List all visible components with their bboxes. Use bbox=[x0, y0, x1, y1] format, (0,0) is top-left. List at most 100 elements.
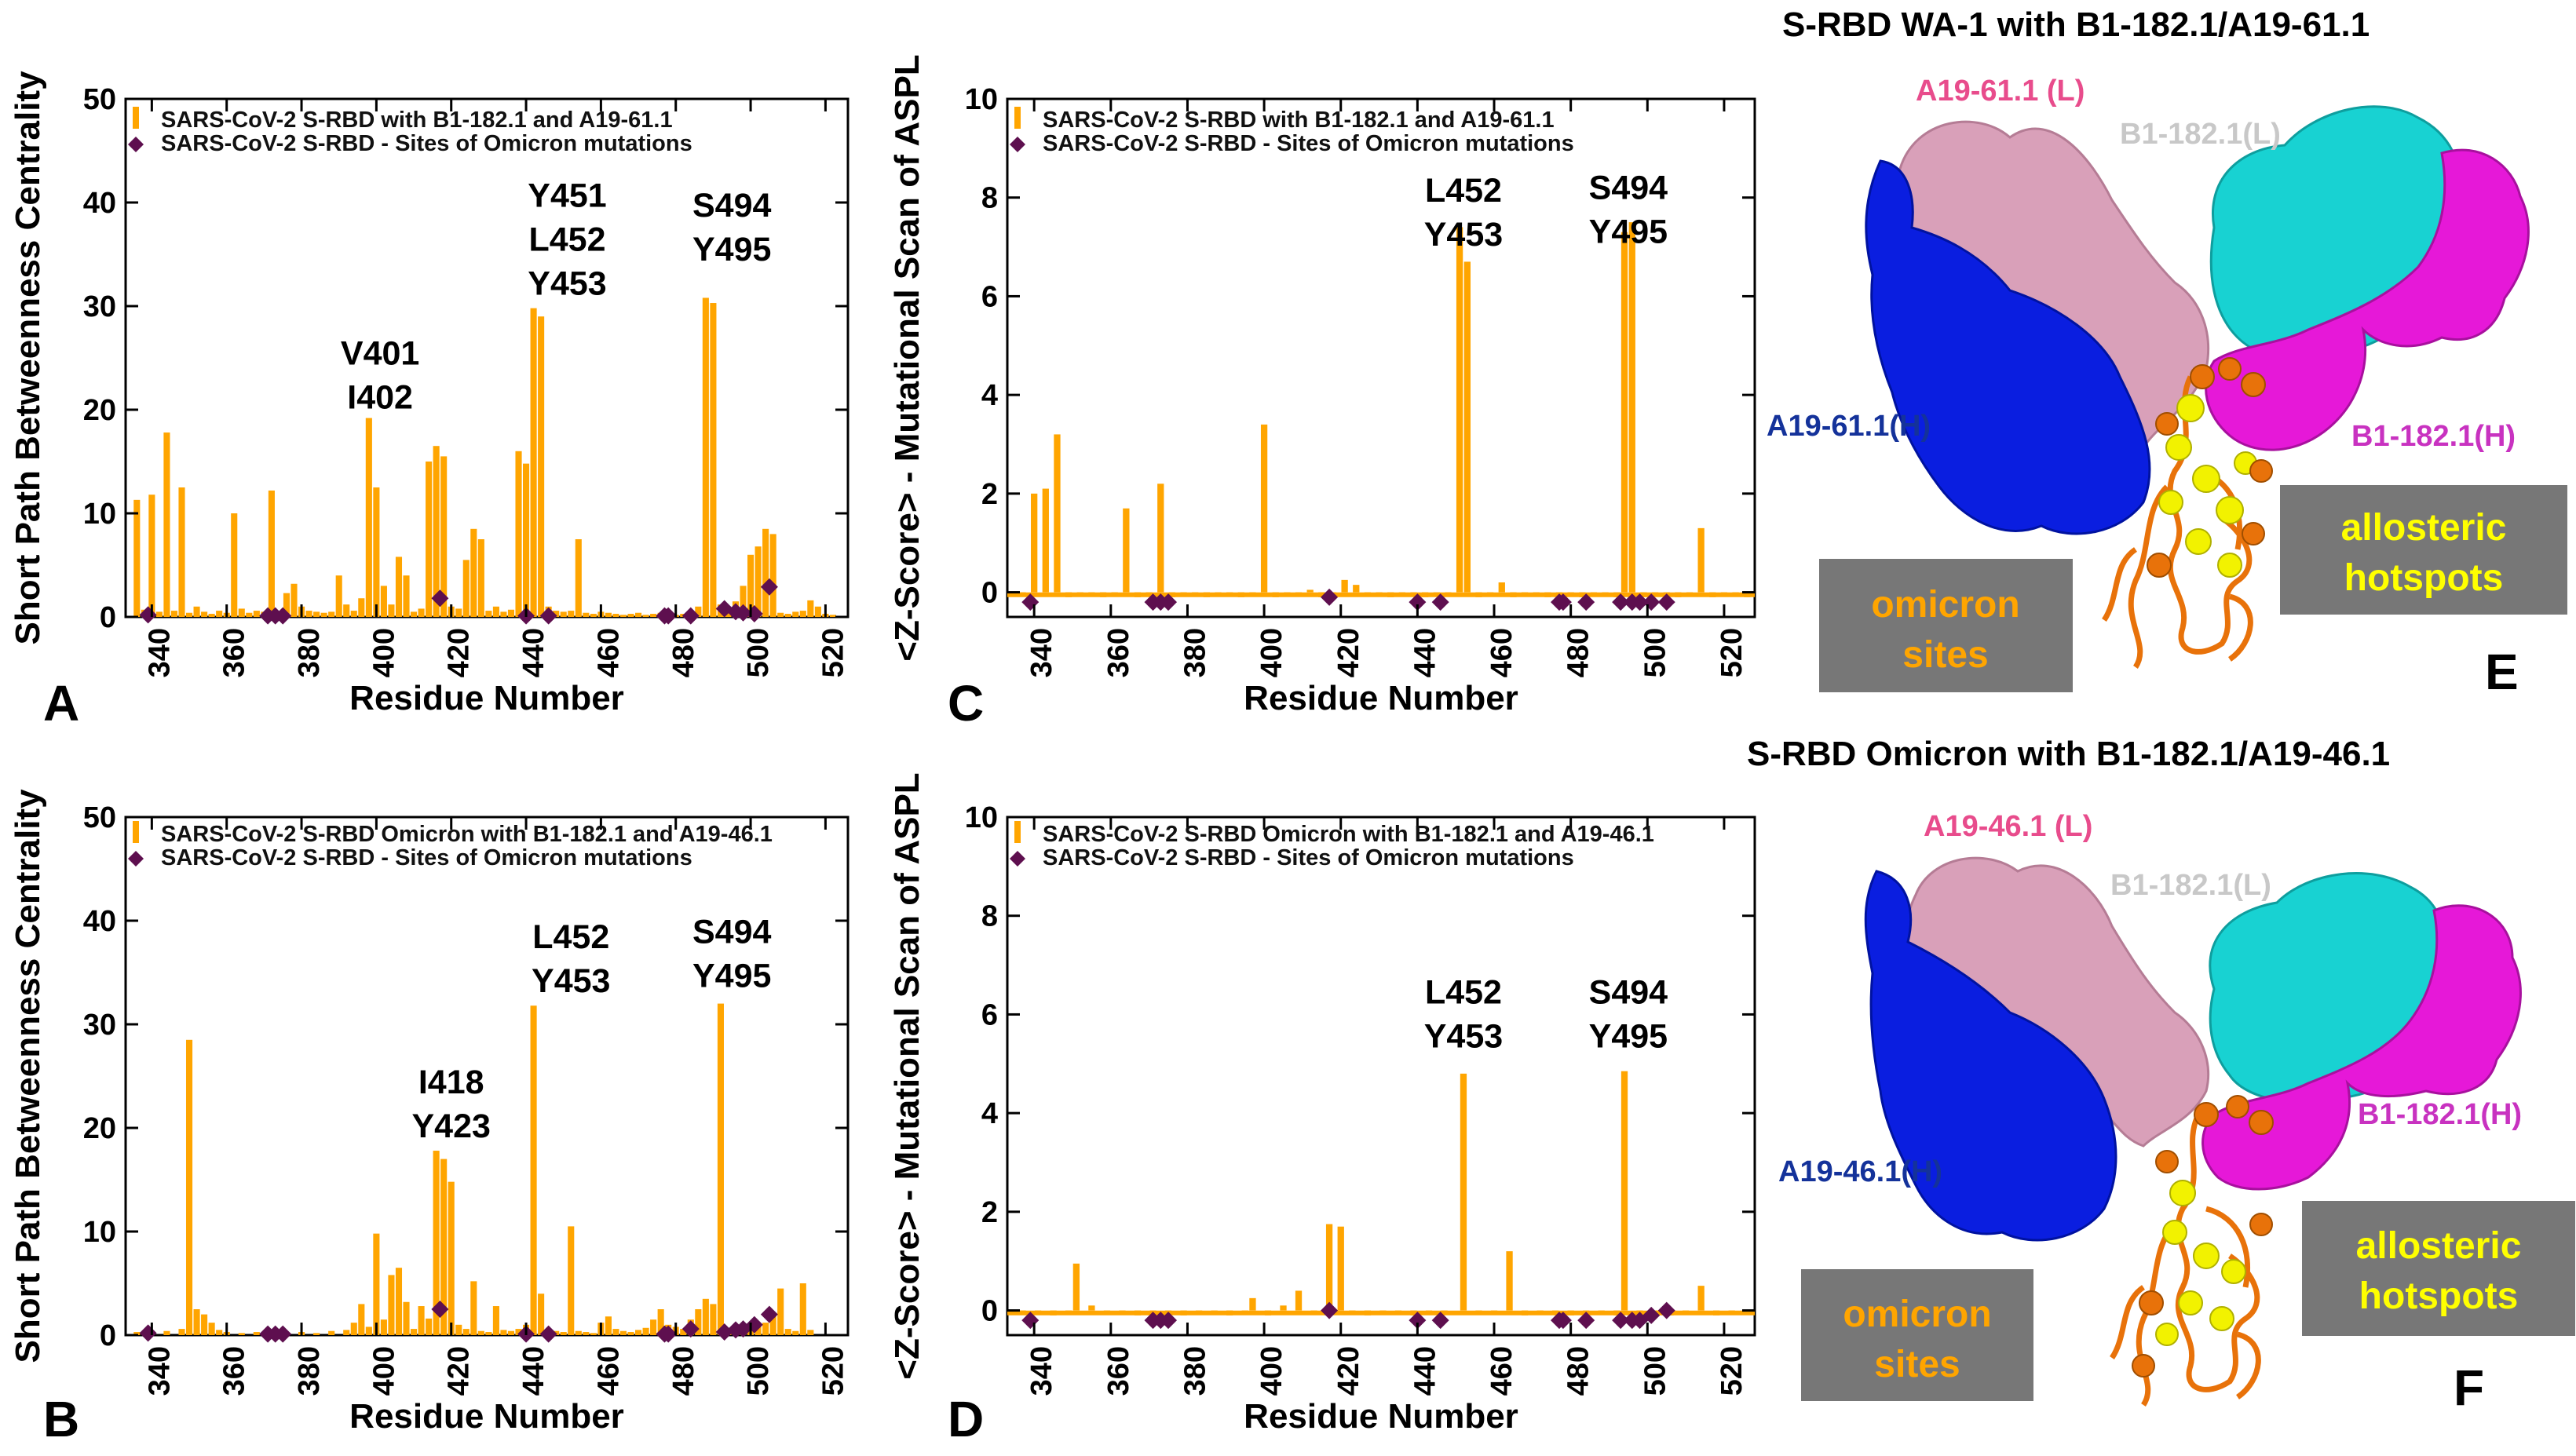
bar bbox=[784, 1329, 791, 1335]
residue-annotation: S494 bbox=[1589, 974, 1668, 1012]
bar bbox=[208, 614, 215, 617]
bar bbox=[313, 611, 320, 617]
bar bbox=[590, 1333, 597, 1335]
plot-frame bbox=[1006, 816, 1756, 1337]
residue-annotation: L452 bbox=[1425, 172, 1502, 210]
residue-annotation: L452 bbox=[528, 221, 605, 258]
bar bbox=[433, 446, 440, 617]
bar bbox=[1295, 1290, 1303, 1311]
x-tick-label: 440 bbox=[1409, 1346, 1441, 1396]
bar bbox=[148, 494, 155, 617]
omicron-marker bbox=[1409, 593, 1427, 611]
bar bbox=[201, 1314, 208, 1335]
y-tick-label: 40 bbox=[83, 187, 116, 220]
bar bbox=[605, 612, 612, 617]
legend-entry: SARS-CoV-2 S-RBD - Sites of Omicron muta… bbox=[1043, 845, 1574, 870]
y-axis-title: Short Path Betweenness Centrality bbox=[9, 789, 47, 1363]
label-antibody-heavy: A19-46.1(H) bbox=[1778, 1155, 1942, 1188]
y-tick-label: 0 bbox=[100, 601, 116, 634]
bar bbox=[807, 600, 814, 617]
bar bbox=[1123, 508, 1130, 593]
legend-entry: SARS-CoV-2 S-RBD Omicron with B1-182.1 a… bbox=[1043, 822, 1654, 847]
bar bbox=[799, 1283, 806, 1335]
residue-annotation: Y451 bbox=[528, 177, 606, 214]
bar bbox=[1341, 579, 1348, 593]
residue-annotation: Y453 bbox=[532, 962, 610, 1000]
y-tick-label: 2 bbox=[981, 478, 998, 511]
bar bbox=[1697, 527, 1705, 593]
x-tick-label: 340 bbox=[143, 628, 176, 677]
bar bbox=[448, 1181, 455, 1335]
omicron-marker bbox=[1631, 593, 1649, 611]
bar bbox=[418, 1306, 425, 1335]
bar bbox=[515, 1329, 522, 1335]
y-tick-label: 10 bbox=[83, 498, 116, 531]
x-tick-label: 460 bbox=[1485, 628, 1518, 677]
bar bbox=[500, 1330, 507, 1335]
structure-e-title: S-RBD WA-1 with B1-182.1/A19-61.1 bbox=[1782, 5, 2370, 44]
bar bbox=[619, 1330, 627, 1335]
bar bbox=[538, 316, 545, 617]
bar bbox=[777, 1288, 784, 1335]
bar bbox=[477, 539, 484, 617]
legend-bar-swatch bbox=[1014, 821, 1021, 843]
bar bbox=[1325, 1224, 1333, 1311]
x-tick-label: 520 bbox=[817, 628, 850, 677]
bar bbox=[358, 598, 365, 617]
label-nanobody-light: B1-182.1(L) bbox=[2120, 118, 2281, 151]
x-tick-label: 340 bbox=[1025, 1346, 1058, 1396]
residue-annotation: I402 bbox=[347, 379, 413, 417]
x-tick-label: 520 bbox=[817, 1346, 850, 1396]
bar bbox=[1456, 227, 1463, 593]
bar bbox=[328, 1330, 335, 1335]
x-tick-label: 500 bbox=[742, 628, 775, 677]
bar bbox=[507, 609, 515, 617]
bar bbox=[313, 1333, 320, 1335]
legend-marker-swatch bbox=[128, 137, 144, 152]
bar bbox=[1621, 232, 1628, 593]
x-tick-label: 380 bbox=[1178, 628, 1211, 677]
allosteric-hotspots-box bbox=[2302, 1201, 2575, 1336]
bar bbox=[238, 608, 245, 617]
x-tick-label: 380 bbox=[1178, 1346, 1211, 1396]
bar bbox=[1249, 1297, 1256, 1311]
legend-entry: SARS-CoV-2 S-RBD with B1-182.1 and A19-6… bbox=[1043, 108, 1555, 133]
omicron-sites-text-1: omicron bbox=[1843, 1294, 1991, 1335]
bar bbox=[710, 303, 717, 617]
omicron-marker bbox=[681, 607, 700, 625]
structure-f-illustration bbox=[1864, 856, 2522, 1407]
omicron-marker bbox=[1657, 1301, 1675, 1319]
panel-letter-e: E bbox=[2485, 644, 2519, 700]
bar bbox=[515, 451, 522, 617]
bar bbox=[755, 546, 762, 617]
bar bbox=[440, 1159, 448, 1335]
omicron-site-spheres bbox=[2147, 357, 2273, 578]
antibody-heavy-chain-surface bbox=[1864, 870, 2117, 1242]
legend-marker-swatch bbox=[1010, 137, 1025, 152]
legend-entry: SARS-CoV-2 S-RBD - Sites of Omicron muta… bbox=[1043, 131, 1574, 156]
bar bbox=[1460, 1073, 1467, 1311]
x-tick-label: 380 bbox=[293, 1346, 326, 1396]
bar bbox=[1498, 582, 1505, 593]
x-tick-label: 480 bbox=[667, 628, 700, 677]
bar bbox=[133, 1332, 141, 1335]
y-tick-label: 20 bbox=[83, 1112, 116, 1145]
x-tick-label: 500 bbox=[742, 1346, 775, 1396]
bar bbox=[500, 611, 507, 617]
y-axis-title: <Z-Score> - Mutational Scan of ASPL bbox=[888, 54, 926, 661]
residue-annotation: S494 bbox=[692, 913, 772, 951]
bar bbox=[784, 614, 791, 617]
x-axis-title: Residue Number bbox=[349, 679, 624, 717]
bar bbox=[185, 1039, 193, 1335]
bar bbox=[1628, 222, 1635, 593]
y-tick-label: 50 bbox=[83, 801, 116, 834]
x-axis-title: Residue Number bbox=[349, 1397, 624, 1436]
y-tick-label: 30 bbox=[83, 290, 116, 323]
bar bbox=[1042, 488, 1049, 593]
bar bbox=[253, 611, 260, 617]
y-tick-label: 50 bbox=[83, 83, 116, 116]
bar bbox=[650, 614, 657, 617]
bar bbox=[762, 1323, 769, 1335]
residue-annotation: L452 bbox=[532, 918, 609, 956]
x-tick-label: 460 bbox=[592, 628, 625, 677]
